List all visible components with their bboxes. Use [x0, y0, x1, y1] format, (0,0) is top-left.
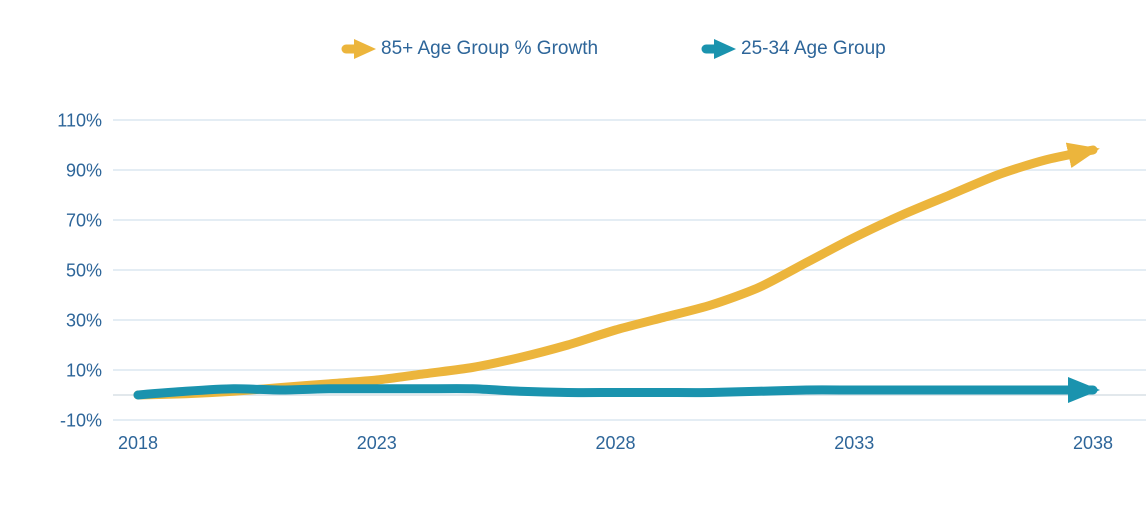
arrow-right-icon — [701, 39, 736, 59]
y-tick-label: 110% — [57, 111, 102, 131]
legend-item-85plus: 85+ Age Group % Growth — [340, 36, 598, 62]
x-tick-label: 2023 — [357, 433, 397, 453]
y-tick-label: 30% — [66, 311, 102, 331]
legend-label-85plus: 85+ Age Group % Growth — [381, 38, 599, 59]
x-tick-label: 2018 — [118, 433, 158, 453]
arrow-right-icon — [341, 39, 376, 59]
series-line-25-34 — [133, 377, 1100, 403]
legend-item-25-34: 25-34 Age Group — [700, 36, 886, 62]
y-tick-label: -10% — [60, 411, 102, 431]
legend-label-25-34: 25-34 Age Group — [741, 38, 886, 59]
series-line-85plus — [133, 142, 1100, 400]
x-tick-label: 2038 — [1073, 433, 1113, 453]
y-tick-label: 10% — [66, 361, 102, 381]
y-tick-label: 90% — [66, 161, 102, 181]
x-tick-label: 2033 — [834, 433, 874, 453]
legend: 85+ Age Group % Growth 25-34 Age Group — [0, 36, 1146, 64]
x-tick-label: 2028 — [595, 433, 635, 453]
y-tick-label: 70% — [66, 211, 102, 231]
y-tick-label: 50% — [66, 261, 102, 281]
